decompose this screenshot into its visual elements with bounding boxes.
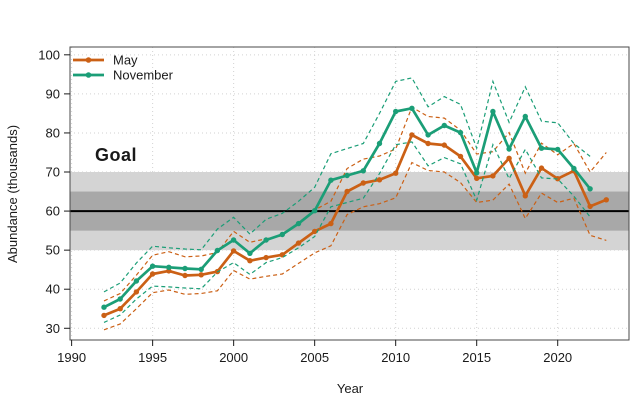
series-november-point-2018: [522, 113, 528, 120]
series-may-point-2016: [490, 173, 496, 179]
legend-marker-november: [85, 72, 92, 78]
legend: May November: [73, 53, 174, 83]
x-tick-label-1995: 1995: [138, 350, 167, 365]
x-tick-label-2015: 2015: [462, 350, 491, 365]
series-may-point-2006: [328, 220, 334, 227]
series-layer: [101, 77, 609, 331]
y-tick-label-80: 80: [46, 125, 60, 140]
series-may-point-2010: [393, 170, 399, 176]
series-november-point-1997: [182, 265, 188, 272]
series-november-point-2013: [441, 122, 447, 129]
series-november-point-2010: [393, 108, 399, 115]
x-tick-label-1990: 1990: [57, 350, 86, 365]
x-tick-label-2000: 2000: [219, 350, 248, 365]
series-november-point-1993: [117, 296, 123, 302]
series-may-point-2022: [587, 203, 593, 210]
series-november-point-2012: [425, 132, 431, 138]
series-november-point-2000: [230, 237, 237, 243]
series-may-ci-upper: [103, 106, 607, 302]
x-tick-label-2020: 2020: [543, 350, 572, 365]
series-may-point-1992: [101, 312, 107, 319]
y-axis-title: Abundance (thousands): [5, 125, 20, 263]
y-tick-label-30: 30: [46, 321, 60, 336]
y-tick-label-70: 70: [46, 165, 60, 180]
series-may-point-2005: [312, 228, 318, 235]
series-november-point-1999: [214, 247, 221, 254]
series-november-point-2009: [376, 140, 383, 147]
series-may-point-2002: [263, 254, 269, 261]
legend-item-may: May: [73, 53, 138, 68]
series-may-point-2017: [506, 155, 512, 161]
goal-bands: [70, 172, 629, 251]
series-may-point-2009: [376, 177, 383, 183]
y-tick-label-90: 90: [46, 86, 60, 101]
x-tick-label-2005: 2005: [300, 350, 329, 365]
x-axis-title: Year: [337, 381, 364, 396]
axes: 1990 1995 2000 2005 2010 2015 2020 30 40 50 60 70 80…: [38, 46, 630, 365]
series-november-point-1994: [133, 278, 140, 284]
y-tick-label-50: 50: [46, 243, 60, 258]
series-may-point-1997: [182, 272, 188, 279]
series-november-point-2015: [474, 170, 480, 176]
series-may-point-2011: [409, 132, 415, 138]
series-november-point-2020: [555, 146, 561, 153]
x-tick-label-2010: 2010: [381, 350, 410, 365]
series-may-point-2001: [247, 258, 253, 264]
series-may-point-1994: [133, 289, 140, 295]
series-may-point-1995: [149, 271, 156, 277]
series-may-point-2000: [230, 248, 237, 254]
series-november-point-2005: [312, 208, 318, 214]
series-may-point-2004: [295, 240, 302, 246]
y-tick-label-100: 100: [38, 47, 60, 62]
series-november-point-1995: [149, 263, 156, 269]
y-tick-label-60: 60: [46, 204, 60, 219]
series-november-point-2016: [490, 108, 496, 115]
series-november-point-2003: [279, 231, 285, 238]
y-tick-label-40: 40: [46, 282, 60, 297]
series-may-point-2013: [441, 142, 447, 148]
series-may-point-2019: [538, 165, 545, 171]
series-november-ci-lower: [103, 141, 591, 323]
series-november-point-2004: [295, 220, 302, 227]
series-may-point-2012: [425, 140, 431, 147]
series-november-point-1998: [198, 266, 204, 272]
series-november-point-2007: [344, 172, 350, 179]
series-november-point-2017: [506, 146, 512, 152]
series-november-point-2008: [360, 168, 366, 174]
gridlines: [70, 47, 629, 340]
series-may-point-1993: [117, 306, 123, 312]
series-may-point-2008: [360, 180, 366, 186]
legend-label-november: November: [113, 68, 174, 83]
series-may-point-2020: [555, 176, 561, 182]
plot-border: [69, 46, 630, 341]
series-november-point-2019: [538, 145, 545, 151]
legend-marker-may: [85, 57, 92, 63]
series-november-point-1992: [101, 304, 107, 310]
series-november-point-2011: [409, 105, 415, 112]
series-november-point-2002: [263, 237, 269, 243]
series-may-point-2015: [474, 175, 480, 181]
series-may-ci-lower: [103, 161, 607, 331]
series-november-point-2014: [457, 129, 464, 136]
series-november-point-1996: [166, 264, 172, 270]
series-november-ci-upper: [103, 77, 591, 293]
series-may-point-1998: [198, 272, 204, 278]
series-may-point-2023: [603, 197, 609, 203]
series-november-point-2021: [571, 165, 577, 172]
legend-label-may: May: [113, 53, 138, 68]
goal-label: Goal: [95, 145, 137, 165]
series-may-line: [102, 133, 608, 317]
series-may-point-2014: [457, 153, 464, 160]
series-november-point-2006: [328, 177, 334, 183]
series-november-point-2022: [587, 186, 593, 192]
series-november-point-2001: [247, 250, 253, 256]
series-may-point-2007: [344, 188, 350, 195]
legend-item-november: November: [73, 68, 174, 83]
series-may-point-2018: [522, 193, 528, 199]
